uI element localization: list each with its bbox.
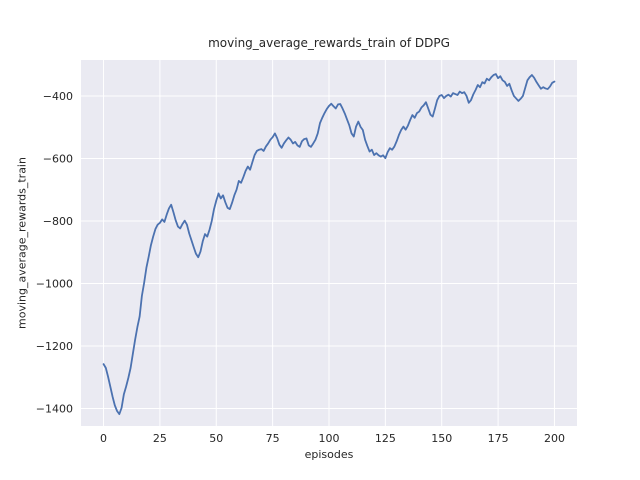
y-tick-label: −1200: [36, 340, 73, 353]
x-tick-label: 100: [319, 432, 340, 445]
x-tick-label: 75: [266, 432, 280, 445]
x-axis-label: episodes: [304, 448, 354, 461]
x-tick-label: 150: [431, 432, 452, 445]
y-axis-label: moving_average_rewards_train: [15, 157, 29, 329]
chart-title: moving_average_rewards_train of DDPG: [208, 36, 450, 50]
x-tick-label: 125: [375, 432, 396, 445]
y-tick-label: −400: [43, 90, 73, 103]
x-tick-label: 175: [488, 432, 509, 445]
y-tick-label: −1000: [36, 277, 73, 290]
x-tick-label: 50: [209, 432, 223, 445]
y-tick-label: −600: [43, 152, 73, 165]
x-tick-label: 0: [100, 432, 107, 445]
x-tick-label: 25: [153, 432, 167, 445]
x-tick-label: 200: [544, 432, 565, 445]
data-line: [102, 73, 556, 416]
y-tick-label: −800: [43, 215, 73, 228]
gridlines: [81, 60, 577, 426]
y-tick-label: −1400: [36, 402, 73, 415]
